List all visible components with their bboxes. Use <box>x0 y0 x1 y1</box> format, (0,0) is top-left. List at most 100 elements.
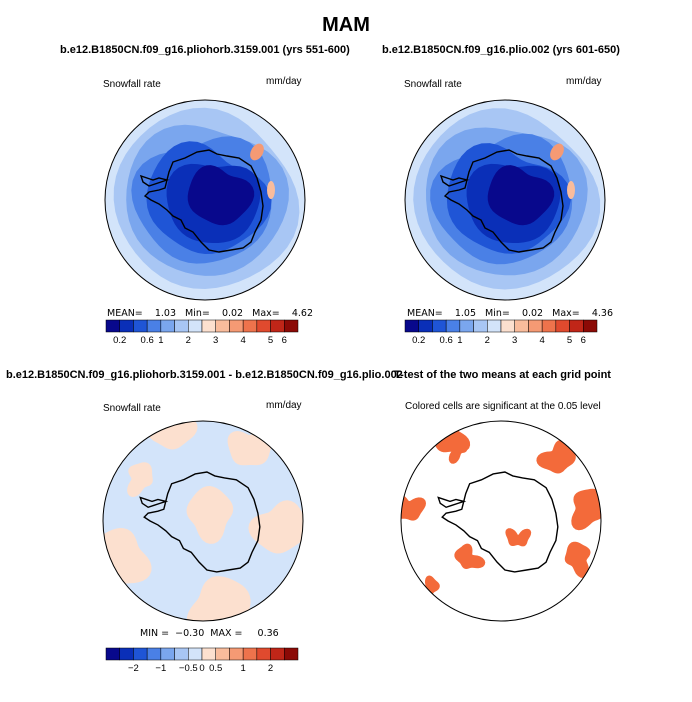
significant-cells <box>448 435 468 464</box>
panel-2-variable-label: Snowfall rate <box>404 79 462 90</box>
colorbar-tick-label: 0 <box>199 663 205 674</box>
colorbar-cell <box>256 319 271 333</box>
colorbar-tick-label: 2 <box>267 663 274 674</box>
colorbar-tick-label: 1 <box>158 335 164 346</box>
high-snowfall-spot-1 <box>550 143 564 161</box>
antarctica-coastline <box>437 471 559 573</box>
colorbar-cell <box>242 319 258 333</box>
panel-1-title: b.e12.B1850CN.f09_g16.pliohorb.3159.001 … <box>60 44 350 56</box>
antarctica-outline <box>441 471 559 573</box>
colorbar-cell <box>583 319 598 333</box>
positive-anomaly-patch <box>227 430 272 466</box>
antarctica-coastline <box>139 149 264 253</box>
colorbar-cell <box>528 319 543 333</box>
positive-anomaly-patch <box>146 421 198 450</box>
panel-1-variable-label: Snowfall rate <box>103 79 161 90</box>
panel-3-difference-map <box>102 420 304 622</box>
colorbar-cell <box>229 319 244 333</box>
significant-cells <box>536 439 576 474</box>
panel-4-significance-map <box>400 420 602 622</box>
map-border <box>400 420 602 622</box>
colorbar-cell <box>215 319 230 333</box>
colorbar-tick-label: 1 <box>457 335 463 346</box>
colorbar-cell <box>473 319 488 333</box>
colorbar-tick-label: 1 <box>240 663 246 674</box>
panel-3-variable-label: Snowfall rate <box>103 403 161 414</box>
colorbar-cell <box>459 319 474 333</box>
colorbar-tick-label: 0.2 <box>113 335 127 346</box>
panel-3-title: b.e12.B1850CN.f09_g16.pliohorb.3159.001 … <box>6 369 403 381</box>
panel-2-polar-map <box>404 99 606 301</box>
colorbar-cell <box>242 647 258 661</box>
colorbar-cell <box>284 319 299 333</box>
map-border <box>104 99 306 301</box>
significant-cells <box>505 528 532 547</box>
colorbar-cell <box>487 319 502 333</box>
colorbar-tick-label: −1 <box>155 663 167 674</box>
panel-2-title: b.e12.B1850CN.f09_g16.plio.002 (yrs 601-… <box>382 44 620 56</box>
colorbar-cell <box>555 319 570 333</box>
colorbar-tick-label: −2 <box>128 663 139 674</box>
colorbar-cell <box>418 319 433 333</box>
colorbar-cell <box>188 319 203 333</box>
panel-2-units-label: mm/day <box>566 76 602 87</box>
peninsula-outline <box>139 496 169 509</box>
colorbar-cell <box>160 647 175 661</box>
colorbar-cell <box>174 319 189 333</box>
antarctica-outline <box>143 149 264 253</box>
peninsula-outline <box>437 496 467 509</box>
colorbar-tick-label: 6 <box>281 335 287 346</box>
colorbar-cell <box>445 319 461 333</box>
colorbar-cell <box>146 647 162 661</box>
colorbar-cell <box>133 647 148 661</box>
colorbar-tick-label: 0.5 <box>209 663 223 674</box>
peninsula-outline <box>439 174 470 187</box>
panel-1-polar-map <box>104 99 306 301</box>
colorbar-tick-label: 2 <box>185 335 191 346</box>
significant-cells <box>454 543 486 569</box>
panel-2-stats: MEAN= 1.05 Min= 0.02 Max= 4.36 <box>407 308 613 319</box>
peninsula-outline <box>139 174 170 187</box>
significant-cells <box>571 488 601 531</box>
map-border <box>102 420 304 622</box>
colorbar-cell <box>541 319 557 333</box>
antarctica-outline <box>143 471 261 573</box>
panel-2-colorbar <box>404 319 598 333</box>
colorbar-cell <box>256 647 271 661</box>
colorbar-cell <box>569 319 584 333</box>
colorbar-tick-label: 4 <box>539 335 545 346</box>
colorbar-tick-label: 3 <box>213 335 219 346</box>
colorbar-tick-label: 3 <box>512 335 518 346</box>
interior-low-snowfall <box>487 165 555 226</box>
colorbar-tick-label: 5 <box>566 335 573 346</box>
antarctica-coastline <box>139 471 261 573</box>
colorbar-tick-label: −0.5 <box>178 663 198 674</box>
colorbar-tick-label: 0.2 <box>412 335 426 346</box>
colorbar-tick-label: 0.6 <box>439 335 453 346</box>
panel-1-colorbar <box>105 319 299 333</box>
interior-low-snowfall <box>187 165 255 226</box>
map-fill <box>103 421 303 621</box>
colorbar-tick-label: 0.6 <box>140 335 154 346</box>
panel-4-title: T-test of the two means at each grid poi… <box>394 369 611 381</box>
panel-1-units-label: mm/day <box>266 76 302 87</box>
colorbar-cell <box>500 319 515 333</box>
colorbar-cell <box>188 647 203 661</box>
positive-anomaly-patch <box>127 462 153 497</box>
colorbar-cell <box>284 647 299 661</box>
colorbar-cell <box>404 319 419 333</box>
colorbar-cell <box>514 319 529 333</box>
high-snowfall-spot-2 <box>267 181 275 199</box>
colorbar-cell <box>160 319 175 333</box>
map-border <box>404 99 606 301</box>
antarctica-coastline <box>439 149 564 253</box>
colorbar-cell <box>174 647 189 661</box>
colorbar-tick-label: 6 <box>580 335 586 346</box>
colorbar-cell <box>146 319 162 333</box>
colorbar-cell <box>201 647 216 661</box>
high-snowfall-spot-1 <box>250 143 264 161</box>
panel-3-stats: MIN = −0.30 MAX = 0.36 <box>140 628 279 639</box>
colorbar-cell <box>432 319 447 333</box>
figure-title: MAM <box>322 14 370 36</box>
panel-3-colorbar <box>105 647 299 661</box>
